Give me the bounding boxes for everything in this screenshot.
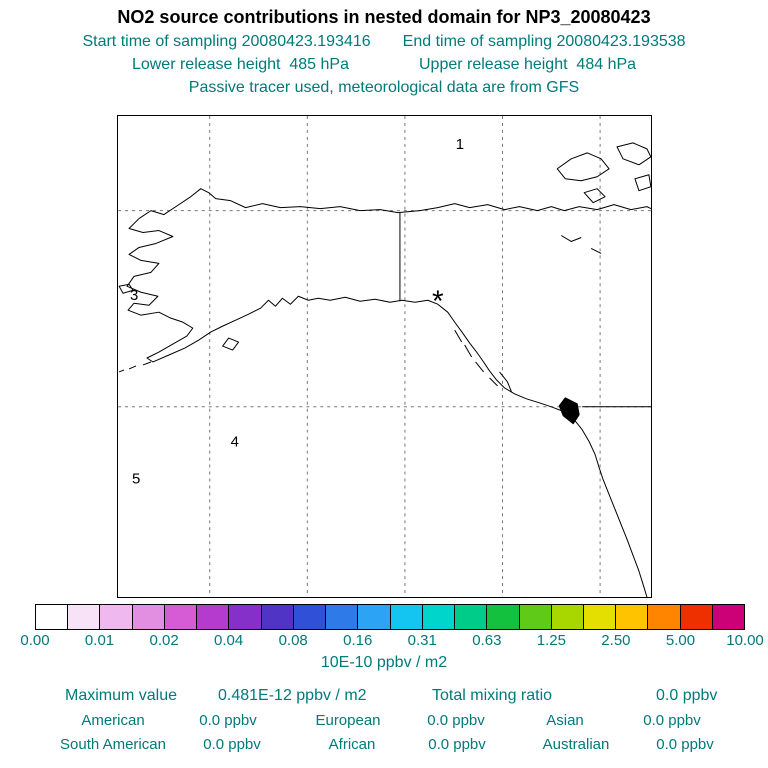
colorbar-tick: 5.00: [665, 632, 696, 649]
region-labels: 1 3 4 5: [130, 136, 464, 488]
upper-release-height-text: Upper release height 484 hPa: [419, 56, 637, 73]
arctic-island-c: [583, 188, 606, 204]
kodiak-island: [222, 337, 240, 351]
aleutian-islands: [118, 361, 152, 373]
colorbar-tick: 1.25: [536, 632, 566, 649]
region-label-5: 5: [132, 470, 140, 487]
colorbar-units-label: 10E-10 ppbv / m2: [320, 654, 448, 671]
colorbar-segment: [197, 605, 230, 629]
contribution-label: South American: [60, 736, 166, 753]
colorbar-segment: [680, 605, 713, 629]
colorbar-segment: [36, 605, 69, 629]
colorbar-tick: 0.01: [84, 632, 115, 649]
colorbar-segment: [293, 605, 327, 629]
colorbar-segment: [583, 605, 617, 629]
colorbar-segment: [261, 605, 294, 629]
colorbar-tick: 0.16: [343, 632, 373, 649]
region-label-4: 4: [231, 434, 239, 451]
stats-row-contributions-2: South American 0.0 ppbv African 0.0 ppbv…: [0, 736, 768, 755]
colorbar-tick: 2.50: [601, 632, 631, 649]
colorbar-segment: [100, 605, 133, 629]
contribution-value: 0.0 ppbv: [199, 712, 257, 729]
colorbar-segment: [68, 605, 101, 629]
colorbar-tick: 0.00: [20, 632, 50, 649]
release-marker: *: [432, 285, 444, 318]
colorbar-tick: 0.04: [214, 632, 244, 649]
map-svg: 1 3 4 5 *: [118, 116, 651, 597]
colorbar: [35, 604, 745, 630]
stats-row-contributions-1: American 0.0 ppbv European 0.0 ppbv Asia…: [0, 712, 768, 731]
coastline-arctic: [138, 188, 651, 219]
colorbar-segment: [390, 605, 423, 629]
contribution-label: American: [81, 712, 145, 729]
colorbar-segment: [616, 605, 649, 629]
colorbar-tick: 0.08: [278, 632, 308, 649]
coastlines: [118, 142, 651, 597]
arctic-island-a: [556, 152, 610, 182]
region-label-1: 1: [456, 136, 464, 153]
political-borders: [399, 212, 651, 408]
contribution-label: African: [328, 736, 376, 753]
colorbar-tick: 0.63: [472, 632, 502, 649]
figure-title: NO2 source contributions in nested domai…: [117, 7, 651, 27]
contribution-value: 0.0 ppbv: [656, 736, 714, 753]
end-time-text: End time of sampling 20080423.193538: [402, 33, 686, 50]
contribution-label: Asian: [546, 712, 584, 729]
region-label-3: 3: [130, 287, 138, 304]
contribution-label: European: [315, 712, 381, 729]
arctic-island-b: [616, 142, 651, 166]
colorbar-segment: [132, 605, 165, 629]
total-mixing-ratio-label: Total mixing ratio: [432, 687, 553, 704]
colorbar-segment: [326, 605, 359, 629]
colorbar-segment: [551, 605, 584, 629]
max-value-text: 0.481E-12 ppbv / m2: [218, 687, 367, 704]
arctic-island-d: [634, 174, 651, 192]
contribution-value: 0.0 ppbv: [203, 736, 261, 753]
header-line-sampling: Start time of sampling 20080423.193416 E…: [0, 33, 768, 51]
header-line-release-heights: Lower release height 485 hPa Upper relea…: [0, 56, 768, 74]
colorbar-segment: [164, 605, 198, 629]
arctic-coast-squiggles: [561, 235, 602, 254]
map-gridlines: [118, 116, 651, 597]
colorbar-segment: [519, 605, 552, 629]
colorbar-tick: 0.02: [149, 632, 179, 649]
vancouver-island: [558, 397, 580, 425]
colorbar-segment: [422, 605, 456, 629]
tracer-info-text: Passive tracer used, meteorological data…: [188, 79, 580, 96]
start-time-text: Start time of sampling 20080423.193416: [82, 33, 371, 50]
colorbar-segment: [487, 605, 520, 629]
colorbar-ticks: 0.00 0.01 0.02 0.04 0.08 0.16 0.31 0.63 1.25 2.50…: [20, 632, 763, 650]
colorbar-segment: [712, 605, 745, 629]
colorbar-segment: [229, 605, 262, 629]
colorbar-segment: [455, 605, 488, 629]
contribution-label: Australian: [542, 736, 610, 753]
southeast-alaska-islands: [454, 329, 512, 393]
contribution-value: 0.0 ppbv: [643, 712, 701, 729]
stats-row-summary: Maximum value 0.481E-12 ppbv / m2 Total …: [0, 687, 768, 706]
colorbar-tick: 0.31: [407, 632, 437, 649]
header-line-tracer: Passive tracer used, meteorological data…: [0, 79, 768, 97]
colorbar-segment: [648, 605, 681, 629]
contribution-value: 0.0 ppbv: [427, 712, 485, 729]
lower-release-height-text: Lower release height 485 hPa: [131, 56, 349, 73]
max-value-label: Maximum value: [65, 687, 178, 704]
map-panel: 1 3 4 5 *: [117, 115, 652, 598]
total-mixing-ratio-value: 0.0 ppbv: [656, 687, 718, 704]
st-lawrence-island: [118, 283, 134, 294]
contribution-value: 0.0 ppbv: [428, 736, 486, 753]
colorbar-segment: [358, 605, 391, 629]
colorbar-tick: 10.00: [726, 632, 764, 649]
